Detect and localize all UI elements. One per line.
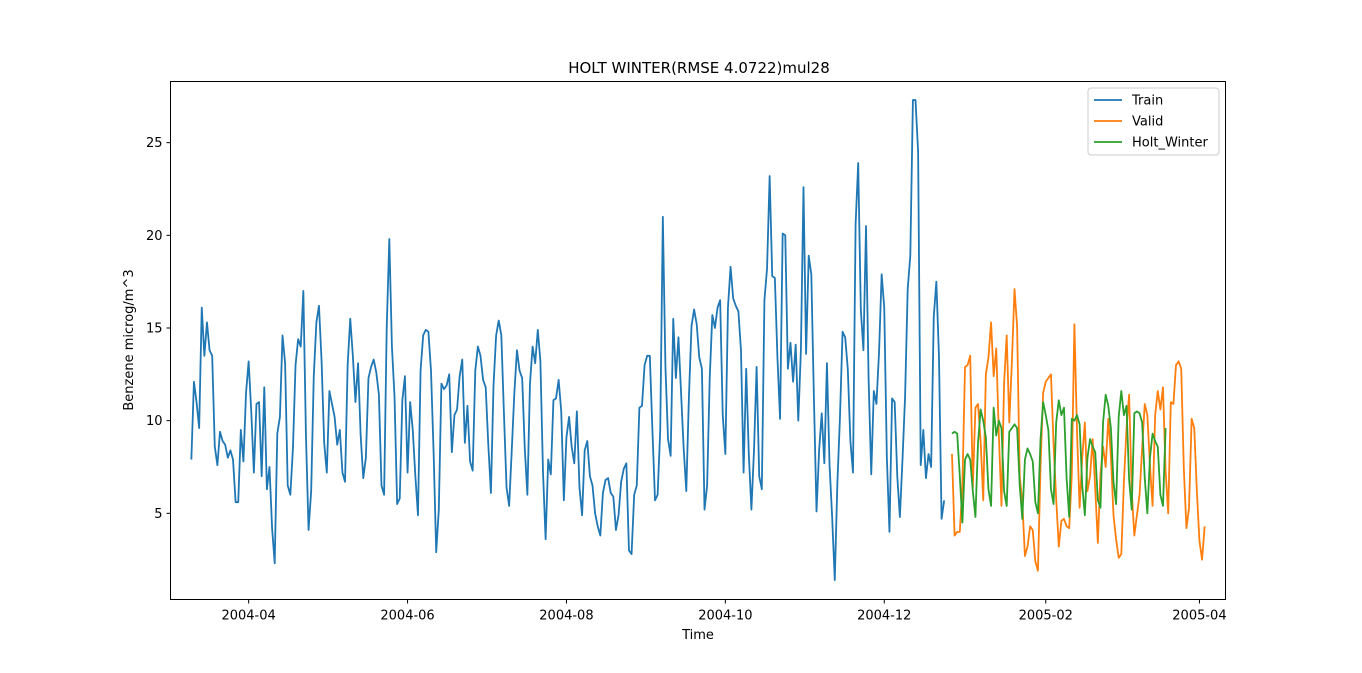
- y-axis-label: Benzene microg/m^3: [122, 269, 137, 410]
- legend-box: [1087, 87, 1220, 156]
- y-tick-label: 15: [146, 321, 163, 336]
- x-axis-label: Time: [681, 628, 714, 643]
- y-tick-label: 10: [146, 414, 163, 429]
- legend-label-holt-winter: Holt_Winter: [1132, 136, 1208, 151]
- x-tick-label: 2004-08: [539, 609, 593, 624]
- plot-frame: [170, 81, 1226, 600]
- legend-label-train: Train: [1131, 94, 1163, 109]
- x-axis-ticks: 2004-04 2004-06 2004-08 2004-10 2004-12 2005-…: [221, 599, 1227, 624]
- y-tick-label: 5: [154, 507, 162, 522]
- x-tick-label: 2004-12: [857, 609, 911, 624]
- y-tick-label: 20: [146, 229, 163, 244]
- x-tick-label: 2004-04: [221, 609, 275, 624]
- y-tick-label: 25: [146, 136, 163, 151]
- x-tick-label: 2005-04: [1172, 609, 1226, 624]
- series-line-valid: [951, 288, 1206, 572]
- plot-lines: [190, 99, 1206, 581]
- x-tick-label: 2004-06: [380, 609, 434, 624]
- x-tick-label: 2004-10: [698, 609, 752, 624]
- legend-label-valid: Valid: [1132, 115, 1163, 130]
- legend: Train Valid Holt_Winter: [1087, 87, 1220, 156]
- series-line-holt-winter: [951, 390, 1167, 524]
- x-tick-label: 2005-02: [1019, 609, 1073, 624]
- y-axis-ticks: 5 10 15 20 25: [146, 136, 171, 522]
- chart-title: HOLT WINTER(RMSE 4.0722)mul28: [568, 59, 830, 77]
- series-line-train: [190, 99, 946, 581]
